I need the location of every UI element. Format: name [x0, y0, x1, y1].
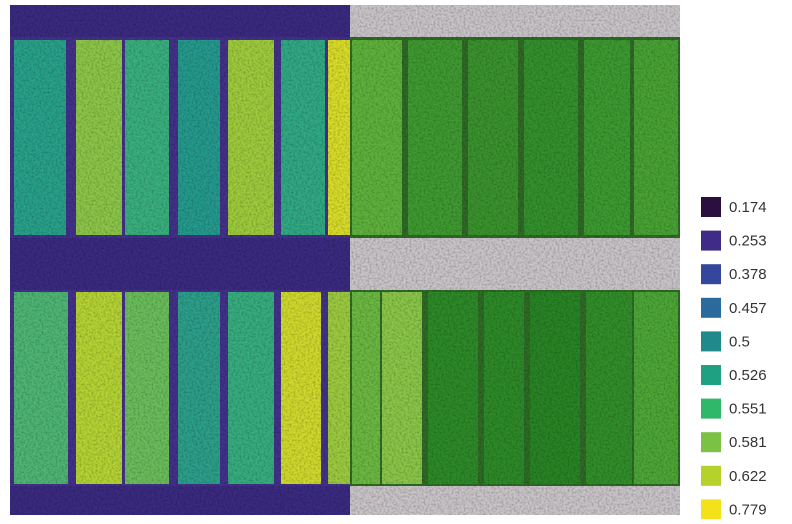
legend-swatch — [701, 197, 721, 217]
legend-label: 0.526 — [729, 367, 767, 384]
legend-swatch — [701, 264, 721, 284]
figure: 0.174 0.253 0.378 0.457 0.5 0.526 0.551 0.581 0.… — [0, 0, 792, 519]
legend-label: 0.253 — [729, 233, 767, 250]
legend-label: 0.779 — [729, 501, 767, 518]
legend-label: 0.378 — [729, 266, 767, 283]
texture — [10, 5, 680, 515]
legend-swatch — [701, 466, 721, 486]
legend-swatch — [701, 365, 721, 385]
legend-label: 0.457 — [729, 300, 767, 317]
legend-swatch — [701, 331, 721, 351]
legend-swatch — [701, 499, 721, 519]
legend-swatch — [701, 432, 721, 452]
legend-swatch — [701, 399, 721, 419]
legend-label: 0.174 — [729, 199, 767, 216]
legend: 0.174 0.253 0.378 0.457 0.5 0.526 0.551 0.581 0.… — [701, 197, 767, 519]
legend-label: 0.581 — [729, 434, 767, 451]
legend-label: 0.5 — [729, 333, 750, 350]
legend-label: 0.551 — [729, 401, 767, 418]
legend-label: 0.622 — [729, 468, 767, 485]
legend-swatch — [701, 298, 721, 318]
legend-swatch — [701, 231, 721, 251]
